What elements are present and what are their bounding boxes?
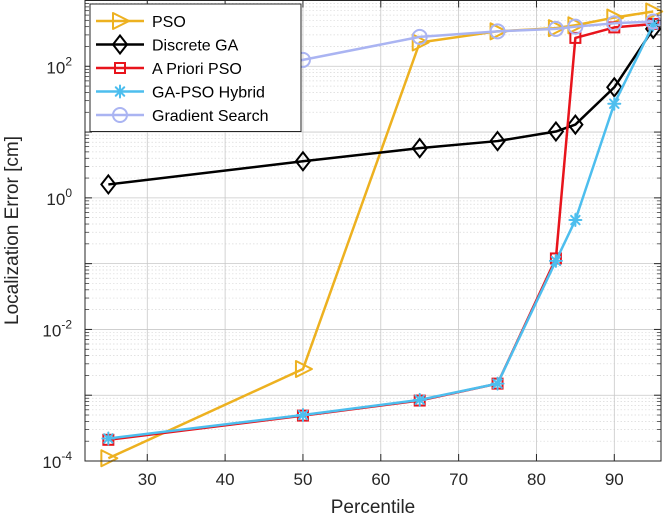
plot-frame: [84, 0, 662, 462]
y-tick-base: 10: [42, 453, 61, 472]
legend: PSO Discrete GA A Priori PSO GA-PSO Hybrid G…: [89, 3, 302, 132]
asterisk-stroke: [492, 378, 503, 389]
data-point-pso: [100, 449, 119, 468]
x-tick-label: 60: [371, 470, 390, 489]
y-tick-base: 10: [46, 190, 65, 209]
x-tick-label: 40: [216, 470, 235, 489]
data-point-ga-pso-hybrid: [490, 376, 505, 391]
x-tick-label: 80: [527, 470, 546, 489]
legend-swatch-marker: [112, 12, 130, 30]
data-point-pso: [294, 360, 313, 379]
legend-label: Gradient Search: [152, 108, 269, 125]
legend-entry-a-priori-pso: A Priori PSO: [96, 61, 242, 78]
data-point-discrete-ga: [606, 76, 623, 98]
x-tick-label: 70: [449, 470, 468, 489]
y-tick-exponent: 0: [65, 186, 72, 200]
data-point-ga-pso-hybrid: [412, 392, 427, 407]
asterisk-stroke: [114, 86, 126, 97]
series-line-ga-pso-hybrid: [108, 24, 655, 440]
legend-entry-ga-pso-hybrid: GA-PSO Hybrid: [96, 84, 265, 102]
data-point-discrete-ga: [489, 130, 506, 152]
data-point-ga-pso-hybrid: [607, 96, 622, 111]
x-tick-labels: 30 40 50 60 70 80 90: [138, 470, 624, 489]
y-axis-title: Localization Error [cm]: [2, 136, 23, 325]
legend-label: A Priori PSO: [152, 61, 242, 78]
legend-label: Discrete GA: [152, 38, 239, 55]
data-point-ga-pso-hybrid: [295, 408, 310, 423]
data-point-ga-pso-hybrid: [101, 431, 116, 446]
y-tick-label: 100: [46, 186, 72, 209]
data-point-gradient-search: [411, 28, 428, 45]
y-tick-label: 102: [46, 54, 72, 77]
data-point-gradient-search: [567, 18, 584, 35]
series-layer: [100, 2, 664, 468]
data-point-pso: [411, 33, 430, 52]
x-tick-label: 90: [605, 470, 624, 489]
data-point-discrete-ga: [294, 150, 312, 172]
asterisk-stroke: [570, 214, 581, 226]
asterisk-stroke: [103, 433, 114, 444]
x-axis-title: Percentile: [331, 497, 416, 518]
y-tick-exponent: -2: [61, 317, 72, 331]
asterisk-stroke: [550, 255, 562, 267]
y-tick-label: 10-4: [42, 449, 72, 472]
data-point-gradient-search: [606, 15, 623, 32]
legend-swatch-marker: [114, 62, 126, 74]
data-point-ga-pso-hybrid: [568, 213, 583, 228]
asterisk-stroke: [297, 409, 309, 421]
asterisk-stroke: [609, 98, 620, 109]
legend-entry-gradient-search: Gradient Search: [96, 107, 269, 125]
legend-entry-pso: PSO: [96, 12, 186, 31]
asterisk-stroke: [414, 394, 425, 406]
data-point-ga-pso-hybrid: [548, 253, 563, 268]
legend-swatch-marker: [112, 107, 128, 123]
y-tick-base: 10: [46, 58, 65, 77]
data-point-gradient-search: [489, 23, 506, 40]
data-point-gradient-search: [645, 13, 662, 30]
data-point-discrete-ga: [100, 173, 117, 196]
y-tick-label: 10-2: [42, 317, 72, 340]
legend-entry-discrete-ga: Discrete GA: [96, 33, 239, 56]
series-line-discrete-ga: [108, 28, 655, 186]
data-point-discrete-ga: [411, 137, 428, 159]
data-point-discrete-ga: [567, 113, 584, 136]
y-tick-base: 10: [42, 321, 61, 340]
legend-label: GA-PSO Hybrid: [152, 85, 265, 102]
x-tick-label: 50: [293, 470, 312, 489]
data-point-gradient-search: [547, 20, 564, 37]
data-point-discrete-ga: [547, 120, 565, 143]
y-tick-exponent: 2: [65, 54, 72, 68]
y-tick-exponent: -4: [61, 449, 72, 463]
x-tick-label: 30: [138, 470, 157, 489]
legend-label: PSO: [152, 14, 186, 31]
legend-swatch-marker: [113, 84, 127, 99]
legend-swatch-marker: [111, 33, 129, 56]
axis-ticks: [85, 0, 661, 462]
